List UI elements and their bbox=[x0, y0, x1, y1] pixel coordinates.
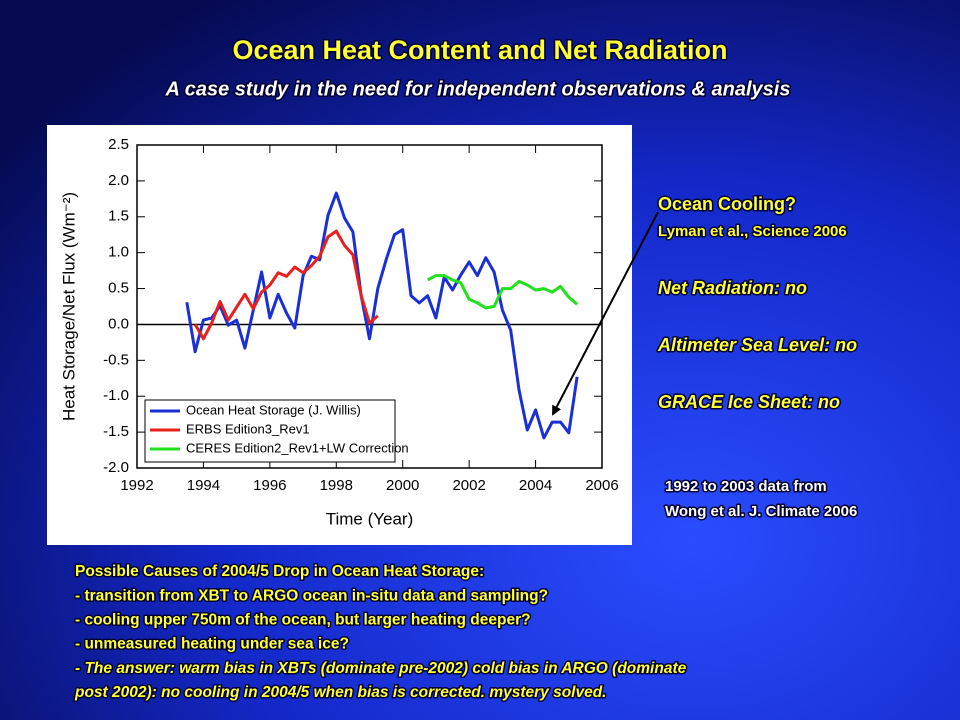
source-note: 1992 to 2003 data from bbox=[665, 478, 827, 495]
y-tick-label: -0.5 bbox=[103, 351, 129, 368]
x-tick-label: 2000 bbox=[386, 477, 419, 494]
bottom-note: - transition from XBT to ARGO ocean in-s… bbox=[75, 587, 548, 604]
y-tick-label: 0.5 bbox=[108, 280, 129, 297]
x-tick-label: 1998 bbox=[320, 477, 353, 494]
plot-frame bbox=[136, 144, 603, 469]
y-tick-label: -1.0 bbox=[103, 387, 129, 404]
series-line bbox=[185, 191, 579, 440]
x-tick-label: 2004 bbox=[519, 477, 552, 494]
bottom-note: - The answer: warm bias in XBTs (dominat… bbox=[75, 660, 687, 677]
x-tick-label: 1996 bbox=[253, 477, 286, 494]
y-tick-label: -1.5 bbox=[103, 423, 129, 440]
y-tick-label: 1.0 bbox=[108, 244, 129, 261]
y-tick-label: 1.5 bbox=[108, 208, 129, 225]
source-note: Wong et al. J. Climate 2006 bbox=[665, 503, 857, 520]
series-line bbox=[193, 229, 379, 341]
bottom-note: - unmeasured heating under sea ice? bbox=[75, 636, 349, 653]
y-tick-label: 2.0 bbox=[108, 172, 129, 189]
y-tick-label: -2.0 bbox=[103, 459, 129, 476]
x-tick-label: 2006 bbox=[585, 477, 618, 494]
legend-box bbox=[144, 399, 396, 463]
legend-label: CERES Edition2_Rev1+LW Correction bbox=[186, 440, 409, 455]
plot: -2.0 -1.5 -1.0 -0.5 0.0 0.5 1.0 1.5 2.0 2.5 1992 19… bbox=[59, 136, 618, 529]
arrow bbox=[552, 211, 659, 416]
notes: Ocean Cooling? Lyman et al., Science 2006… bbox=[73, 192, 859, 702]
x-tick-label: 1992 bbox=[120, 477, 153, 494]
side-note: GRACE Ice Sheet: no bbox=[658, 392, 840, 412]
side-note: Net Radiation: no bbox=[658, 278, 807, 298]
bottom-note: post 2002): no cooling in 2004/5 when bi… bbox=[74, 684, 607, 701]
y-axis-label: Heat Storage/Net Flux (Wm⁻²) bbox=[59, 192, 78, 421]
x-tick-label: 2002 bbox=[452, 477, 485, 494]
bottom-note: - cooling upper 750m of the ocean, but l… bbox=[75, 611, 531, 628]
x-tick-label: 1994 bbox=[187, 477, 220, 494]
slide-title: Ocean Heat Content and Net Radiation bbox=[232, 35, 727, 65]
bottom-note: Possible Causes of 2004/5 Drop in Ocean … bbox=[75, 563, 484, 580]
x-axis-label: Time (Year) bbox=[326, 509, 414, 528]
chart-panel bbox=[47, 125, 632, 545]
side-note: Altimeter Sea Level: no bbox=[657, 335, 857, 355]
slide-subtitle: A case study in the need for independent… bbox=[165, 78, 791, 100]
side-note: Lyman et al., Science 2006 bbox=[658, 223, 847, 240]
series-line bbox=[426, 274, 579, 310]
legend-label: ERBS Edition3_Rev1 bbox=[186, 421, 310, 436]
y-tick-label: 2.5 bbox=[108, 136, 129, 153]
side-note: Ocean Cooling? bbox=[658, 194, 796, 214]
y-tick-label: 0.0 bbox=[108, 315, 129, 332]
legend-label: Ocean Heat Storage (J. Willis) bbox=[186, 402, 361, 417]
